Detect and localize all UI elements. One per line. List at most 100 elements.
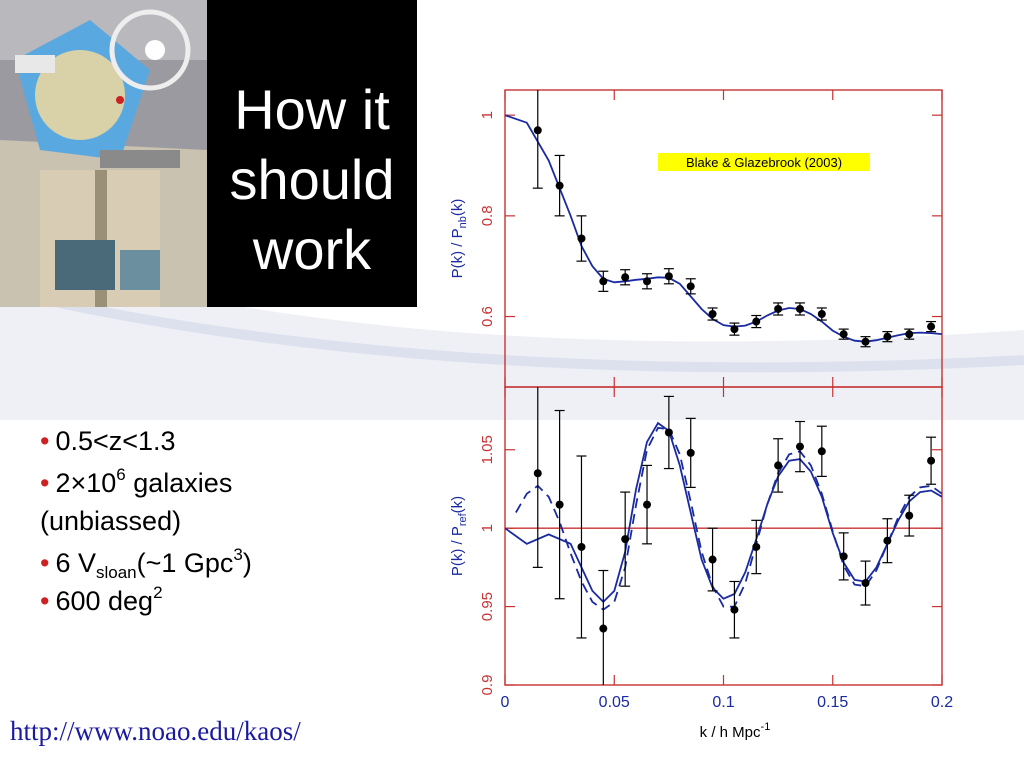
data-point-group	[642, 464, 653, 545]
data-point-group	[663, 268, 674, 285]
x-axis-label-sup: -1	[761, 721, 771, 733]
data-point-group	[904, 494, 915, 537]
data-point-group	[882, 331, 893, 343]
bullet-text: (~1 Gpc	[136, 548, 234, 578]
series-line-dashed-2	[515, 426, 942, 611]
bullet-item: • 600 deg2	[40, 582, 420, 620]
bullet-dot-icon: •	[40, 548, 50, 578]
bullet-text: galaxies	[125, 468, 233, 498]
data-point-group	[860, 336, 871, 348]
data-point-group	[816, 307, 827, 321]
x-tick-label: 0.05	[599, 694, 630, 711]
data-point-group	[532, 90, 543, 189]
x-axis-label-main: k / h Mpc	[700, 724, 761, 741]
data-point-group	[620, 491, 631, 587]
x-tick-label: 0.15	[817, 694, 848, 711]
series-line-solid-1	[505, 421, 942, 604]
y-tick-label: 1	[479, 524, 496, 532]
panel-frame	[504, 386, 943, 686]
data-point	[795, 442, 804, 451]
series-line-model-1	[505, 114, 942, 343]
bullet-text: 600 deg	[55, 586, 154, 616]
y-axis-label-tail: (k)	[449, 199, 466, 217]
data-point-group	[532, 387, 543, 568]
power-spectrum-chart: 0.60.81P(k) / Pnb(k)Blake & Glazebrook (…	[449, 89, 953, 741]
x-tick-label: 0	[501, 694, 510, 711]
data-point	[533, 126, 542, 135]
data-point	[621, 273, 630, 282]
data-point	[708, 555, 717, 564]
bullet-text: )	[242, 548, 252, 578]
data-point-group	[751, 314, 762, 329]
data-point-group	[838, 328, 849, 340]
chart-panel-2: 0.9 0.95 1 1.05 0 0.05 0.1 0.15 0.2 P(k) / Pref(k…	[449, 386, 953, 741]
data-point	[555, 500, 564, 509]
data-point-group	[620, 269, 631, 286]
data-point	[664, 272, 673, 281]
data-point-group	[882, 518, 893, 564]
data-point-group	[707, 527, 718, 592]
data-point	[730, 325, 739, 334]
y-tick-label: 1	[479, 111, 496, 119]
slide-title-line-2: should	[229, 148, 395, 211]
y-axis-label-main: P(k) / P	[449, 228, 466, 278]
data-point-group	[794, 420, 805, 473]
data-point	[621, 535, 630, 544]
bullet-dot-icon: •	[40, 426, 50, 456]
background-swoosh	[0, 250, 1024, 420]
data-point-group	[642, 273, 653, 290]
data-point	[533, 469, 542, 478]
bullet-item: • 2×106 galaxies (unbiassed)	[40, 464, 420, 540]
data-point-group	[598, 270, 609, 292]
data-point	[774, 461, 783, 470]
data-point-group	[554, 154, 565, 217]
data-point-group	[860, 560, 871, 606]
title-panel	[207, 0, 417, 307]
data-point	[643, 500, 652, 509]
data-point	[708, 310, 717, 319]
bullet-dot-icon: •	[40, 468, 50, 498]
y-axis-label: P(k) / Pref(k)	[449, 496, 469, 576]
bullet-subscript: sloan	[95, 563, 137, 582]
bullet-item: • 6 Vsloan(~1 Gpc3)	[40, 544, 420, 582]
data-point	[883, 536, 892, 545]
y-tick-label: 0.8	[479, 205, 496, 226]
bullet-superscript: 2	[153, 583, 163, 602]
y-axis-label-sub: ref	[457, 512, 469, 526]
bullet-superscript: 6	[116, 465, 126, 484]
data-point-group	[729, 322, 740, 336]
data-point	[752, 542, 761, 551]
data-point-group	[926, 320, 937, 333]
kaos-link[interactable]: http://www.noao.edu/kaos/	[10, 716, 301, 746]
data-point	[686, 448, 695, 457]
chart-panel-1: 0.6 0.8 1 P(k) / Pnb(k) Blake & Glazebrook (…	[449, 89, 943, 388]
y-axis-label-sub: nb	[457, 216, 469, 228]
data-point-group	[794, 302, 805, 316]
data-point	[555, 181, 564, 190]
y-tick-label: 1.05	[479, 435, 496, 464]
data-point	[927, 322, 936, 331]
x-tick-label: 0.1	[712, 694, 734, 711]
y-tick-label: 0.6	[479, 306, 496, 327]
telescope-photo	[0, 0, 207, 307]
data-point-group	[685, 278, 696, 295]
data-point	[599, 624, 608, 633]
data-point	[839, 552, 848, 561]
data-point	[795, 304, 804, 313]
data-point	[577, 542, 586, 551]
data-point-group	[773, 438, 784, 493]
data-point	[905, 511, 914, 520]
data-point	[861, 337, 870, 346]
bullet-text: 2×10	[55, 468, 117, 498]
data-point	[817, 310, 826, 319]
bullet-superscript: 3	[233, 545, 243, 564]
data-point-group	[729, 580, 740, 639]
y-tick-label: 0.95	[479, 592, 496, 621]
data-point	[774, 304, 783, 313]
bullet-item: • 0.5<z<1.3	[40, 422, 420, 460]
data-point-group	[685, 417, 696, 488]
data-point-group	[554, 409, 565, 600]
data-point	[664, 428, 673, 437]
bullet-list: • 0.5<z<1.3 • 2×106 galaxies (unbiassed) • 6…	[40, 422, 420, 620]
data-point-group	[576, 215, 587, 262]
